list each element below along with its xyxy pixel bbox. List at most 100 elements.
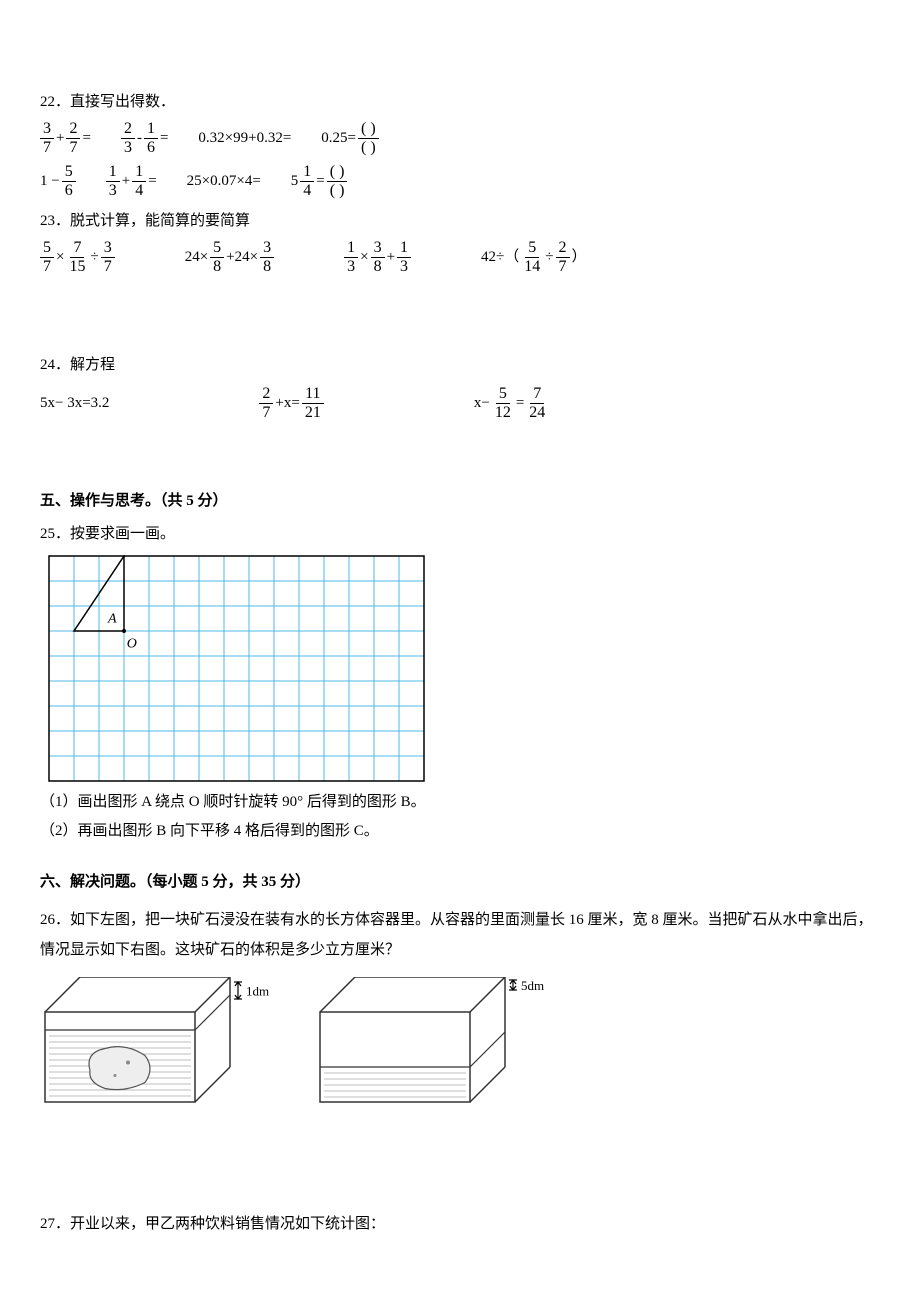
frac-num: 2 [259, 386, 273, 404]
frac-num: 5 [496, 386, 510, 404]
frac-num: 1 [132, 164, 146, 182]
q23-e2: 24× 58 +24× 38 [185, 240, 274, 275]
q23-e1: 57 × 715 ÷ 37 [40, 240, 115, 275]
frac-den: ( ) [327, 182, 348, 199]
q23-head: 23．脱式计算，能简算的要简算 [40, 211, 880, 232]
q24-e3: x− 512 = 724 [474, 386, 548, 421]
frac-num: 3 [101, 240, 115, 258]
q22-head: 22．直接写出得数． [40, 92, 880, 113]
q26-head: 26．如下左图，把一块矿石浸没在装有水的长方体容器里。从容器的里面测量长 16 … [40, 905, 880, 965]
frac-den: 7 [101, 258, 115, 275]
q25-sub1: （1）画出图形 A 绕点 O 顺时针旋转 90° 后得到的图形 B。 [40, 792, 880, 813]
mid: = [516, 393, 524, 414]
frac-den: 14 [521, 258, 543, 275]
frac-num: 1 [300, 164, 314, 182]
frac-num: 5 [210, 240, 224, 258]
q27-head: 27．开业以来，甲乙两种饮料销售情况如下统计图： [40, 1214, 880, 1235]
frac-num: 5 [40, 240, 54, 258]
frac-den: 7 [40, 139, 54, 156]
q22-r1-e2: 23 - 16 = [121, 121, 168, 156]
frac-num: 3 [260, 240, 274, 258]
pre: 42÷（ [481, 247, 519, 268]
frac-den: 7 [66, 139, 80, 156]
frac-num: ( ) [358, 121, 379, 139]
frac-den: 7 [40, 258, 54, 275]
frac-den: 24 [526, 404, 548, 421]
q22-r2-e3: 25×0.07×4= [187, 171, 261, 192]
frac-den: 6 [62, 182, 76, 199]
q23-e4: 42÷（ 514 ÷ 27 ） [481, 240, 586, 275]
mid: +x= [275, 393, 299, 414]
frac-den: 3 [106, 182, 120, 199]
q24-head: 24．解方程 [40, 355, 880, 376]
q23-row: 57 × 715 ÷ 37 24× 58 +24× 38 13 × 38 + 1… [40, 240, 880, 275]
pre: 24× [185, 247, 208, 268]
grid-wrapper: AO [48, 555, 880, 782]
frac-den: 21 [302, 404, 324, 421]
frac-num: 3 [371, 240, 385, 258]
frac-num: 3 [40, 121, 54, 139]
svg-text:A: A [107, 612, 117, 627]
q25-head: 25．按要求画一画。 [40, 524, 880, 545]
frac-num: 1 [397, 240, 411, 258]
q22-r2-e4: 5 14 = ( )( ) [291, 164, 348, 199]
frac-den: 3 [344, 258, 358, 275]
frac-den: 8 [371, 258, 385, 275]
op: × [56, 247, 64, 268]
frac-den: 7 [259, 404, 273, 421]
q23-e3: 13 × 38 + 13 [344, 240, 411, 275]
svg-text:5dm: 5dm [521, 978, 544, 993]
mid: +24× [226, 247, 258, 268]
frac-num: 2 [556, 240, 570, 258]
frac-den: 6 [144, 139, 158, 156]
frac-den: 3 [121, 139, 135, 156]
frac-den: 12 [492, 404, 514, 421]
frac-num: 1 [106, 164, 120, 182]
svg-text:1dm: 1dm [246, 984, 269, 999]
q24-e1: 5x− 3x=3.2 [40, 393, 109, 414]
q22-r1-e4: 0.25= ( )( ) [321, 121, 378, 156]
frac-num: 1 [144, 121, 158, 139]
frac-den: 15 [66, 258, 88, 275]
frac-den: 4 [300, 182, 314, 199]
frac-den: 8 [210, 258, 224, 275]
frac-num: ( ) [327, 164, 348, 182]
q22-r2-e1: 1 − 56 [40, 164, 76, 199]
q22-row2: 1 − 56 13 + 14 = 25×0.07×4= 5 14 = ( )( … [40, 164, 880, 199]
tail: = [148, 171, 156, 192]
op: + [56, 128, 64, 149]
q24-e2: 27 +x= 1121 [259, 386, 323, 421]
frac-num: 2 [66, 121, 80, 139]
pre: x− [474, 393, 490, 414]
container-empty-diagram: 5dm [315, 977, 560, 1112]
frac-num: 7 [70, 240, 84, 258]
tail: = [160, 128, 168, 149]
q24-row: 5x− 3x=3.2 27 +x= 1121 x− 512 = 724 [40, 386, 880, 421]
q22-row1: 37 + 27 = 23 - 16 = 0.32×99+0.32= 0.25= … [40, 121, 880, 156]
post: ） [572, 247, 587, 268]
frac-den: 7 [556, 258, 570, 275]
op: + [387, 247, 395, 268]
frac-num: 5 [62, 164, 76, 182]
frac-num: 11 [302, 386, 323, 404]
op: × [360, 247, 368, 268]
frac-num: 5 [525, 240, 539, 258]
eq: = [316, 171, 324, 192]
pre: 1 − [40, 171, 60, 192]
frac-num: 2 [121, 121, 135, 139]
frac-den: 8 [260, 258, 274, 275]
q22-r1-e1: 37 + 27 = [40, 121, 91, 156]
container-with-stone-diagram: 1dm [40, 977, 285, 1112]
pre: 0.25= [321, 128, 356, 149]
q22-r1-e3: 0.32×99+0.32= [198, 128, 291, 149]
q22-r2-e2: 13 + 14 = [106, 164, 157, 199]
frac-den: 4 [132, 182, 146, 199]
q26-images: 1dm 5dm [40, 977, 880, 1112]
frac-den: 3 [397, 258, 411, 275]
op: + [122, 171, 130, 192]
q25-sub2: （2）再画出图形 B 向下平移 4 格后得到的图形 C。 [40, 821, 880, 842]
grid-diagram: AO [48, 555, 425, 782]
frac-den: ( ) [358, 139, 379, 156]
pre: 5 [291, 171, 299, 192]
op: ÷ [545, 247, 553, 268]
